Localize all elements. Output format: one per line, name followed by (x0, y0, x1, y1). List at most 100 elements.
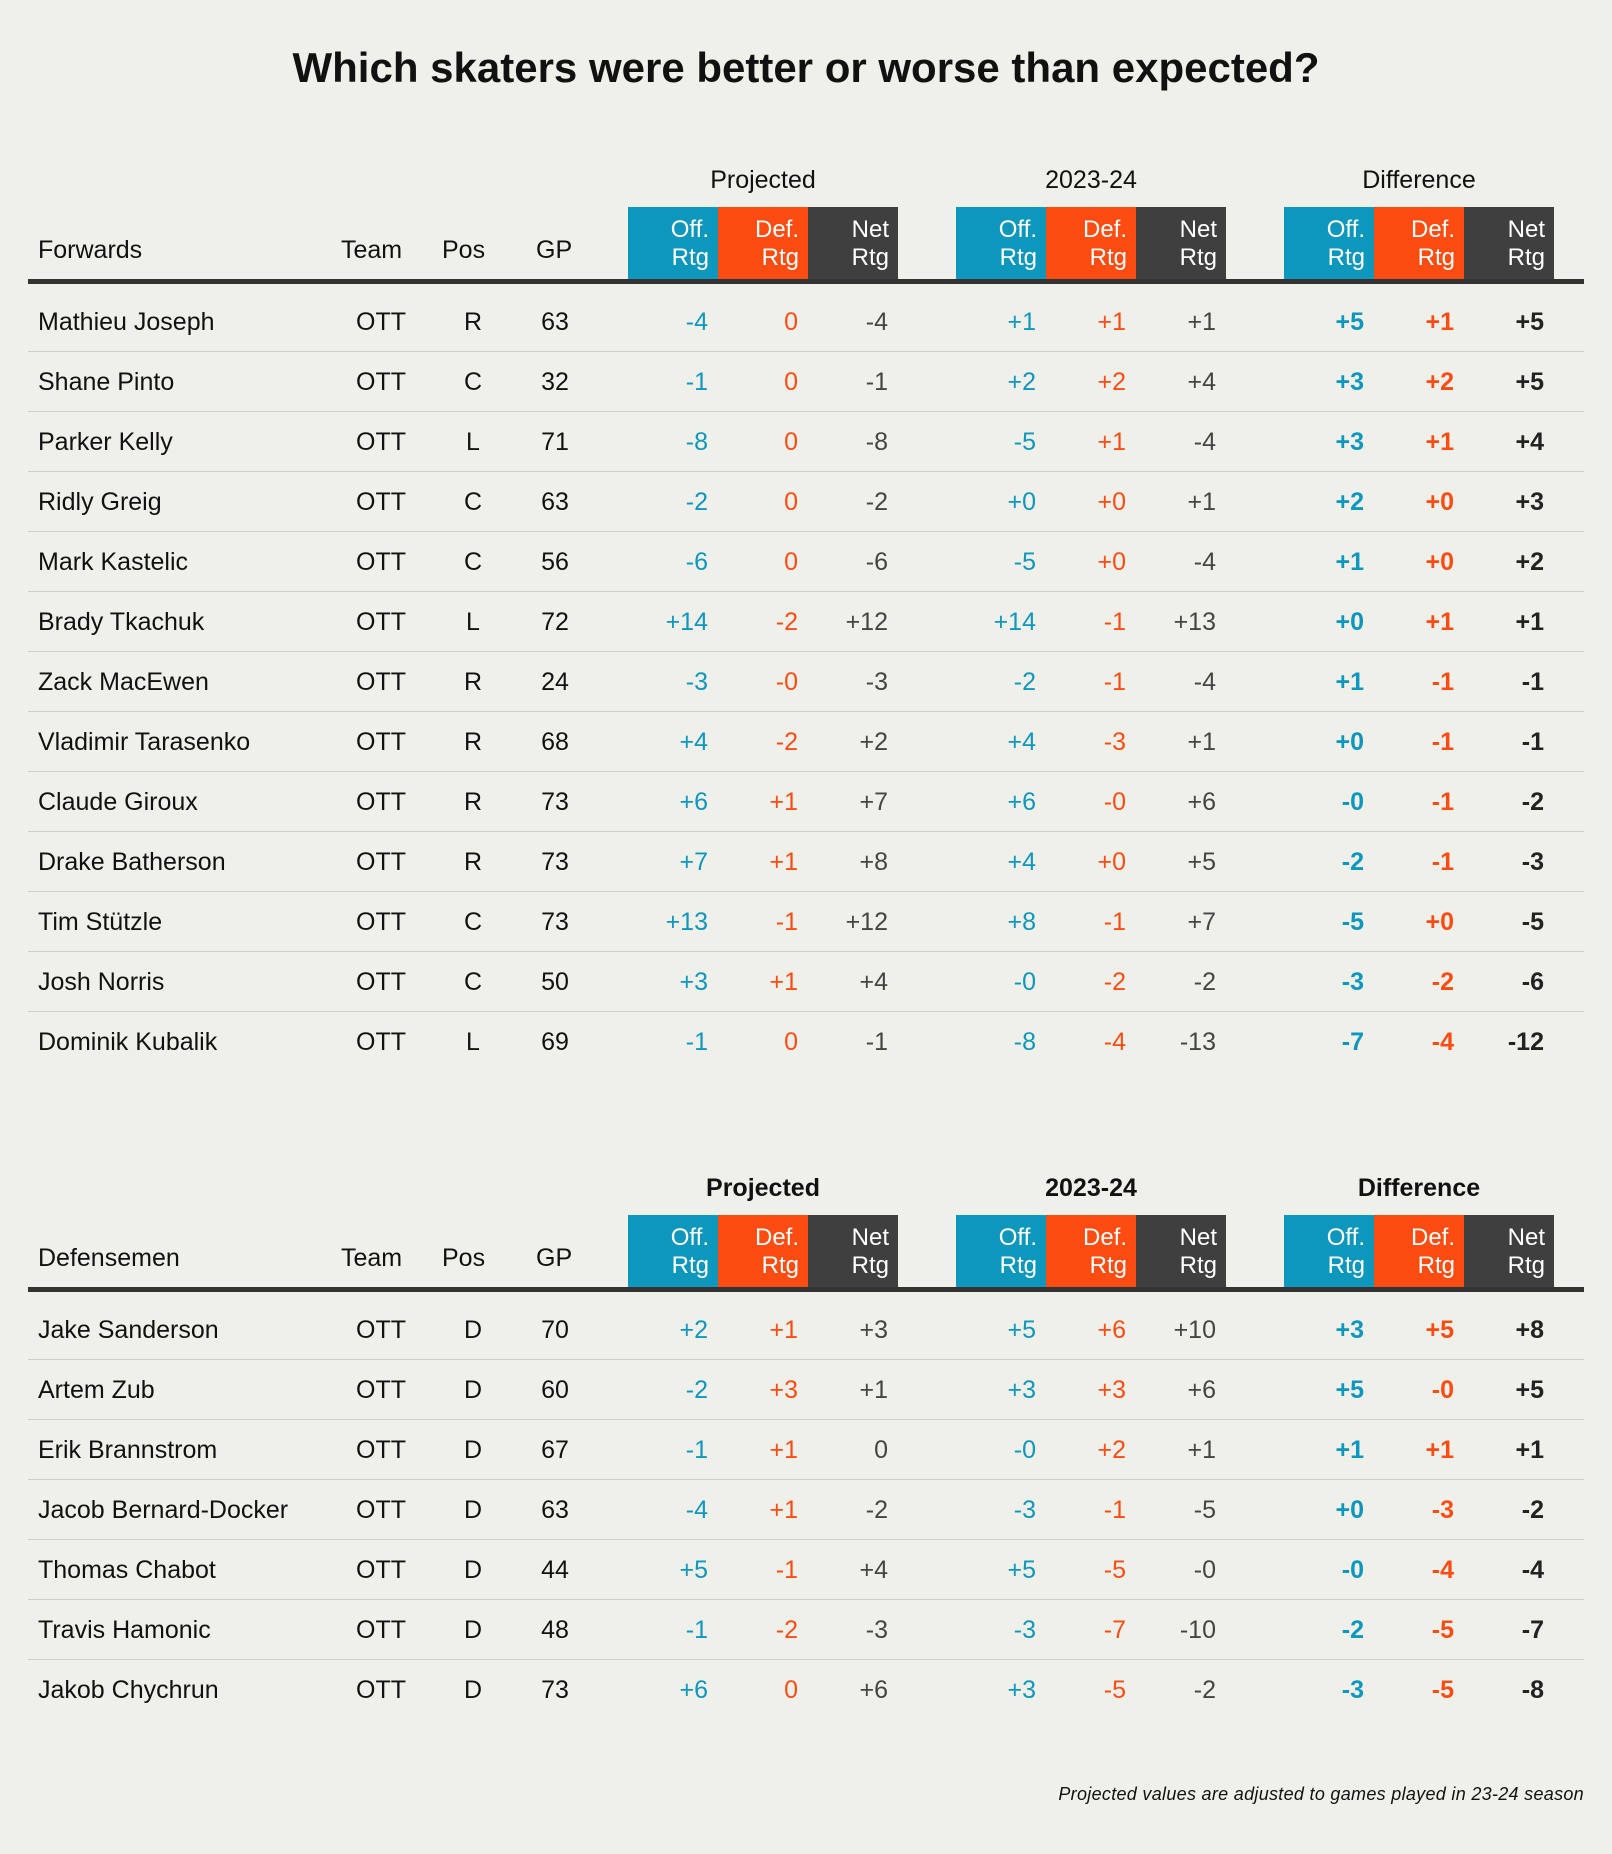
header-line: Net (1179, 216, 1217, 243)
header-line: Rtg (671, 244, 709, 271)
projected-off-rtg: +2 (679, 1316, 708, 1344)
projected-off-rtg: -1 (685, 368, 708, 396)
season-net-rtg: +4 (1187, 368, 1216, 396)
position: C (463, 908, 483, 936)
defensemen-table: Projected 2023-24 Difference Defensemen Team… (28, 1168, 1584, 1728)
header-line: Net (1179, 1224, 1217, 1251)
games-played: 48 (541, 1616, 569, 1644)
player-name: Ridly Greig (38, 488, 162, 516)
difference-off-rtg: +0 (1335, 608, 1364, 636)
season-def-rtg: +1 (1097, 428, 1126, 456)
projected-net-rtg: +6 (859, 1676, 888, 1704)
season-off-rtg: +0 (1007, 488, 1036, 516)
group-header-projected: Projected (710, 166, 816, 194)
season-def-rtg: +2 (1097, 1436, 1126, 1464)
header-line: Rtg (851, 244, 889, 271)
projected-def-rtg: +1 (769, 848, 798, 876)
header-pos: Pos (442, 236, 486, 264)
header-line: Rtg (999, 1252, 1037, 1279)
projected-off-rtg: +13 (665, 908, 708, 936)
projected-net-rtg: +2 (859, 728, 888, 756)
header-line: Def. (754, 216, 799, 243)
season-net-rtg: +5 (1187, 848, 1216, 876)
projected-off-rtg: +3 (679, 968, 708, 996)
projected-off-rtg: +4 (679, 728, 708, 756)
header-line: Def. (1410, 1224, 1455, 1251)
header-line: Rtg (761, 244, 799, 271)
season-off-rtg: -8 (1013, 1028, 1036, 1056)
difference-def-rtg: +0 (1425, 548, 1454, 576)
season-def-rtg: -3 (1103, 728, 1126, 756)
difference-def-rtg: +0 (1425, 488, 1454, 516)
projected-def-rtg: -2 (775, 1616, 798, 1644)
season-net-rtg: -10 (1179, 1616, 1216, 1644)
projected-off-rtg: +6 (679, 788, 708, 816)
player-name: Brady Tkachuk (38, 608, 205, 636)
header-difference-net-rtg: Net Rtg (1464, 1215, 1554, 1289)
games-played: 32 (541, 368, 569, 396)
projected-net-rtg: -1 (865, 368, 888, 396)
table-row: Mark Kastelic OTT C 56 -6 0 -6 -5 +0 -4 +1 +0 +2 (28, 532, 1584, 592)
projected-net-rtg: -3 (865, 1616, 888, 1644)
header-player: Forwards (38, 236, 143, 264)
header-projected-off-rtg: Off. Rtg (628, 207, 718, 281)
season-off-rtg: +5 (1007, 1316, 1036, 1344)
season-off-rtg: +6 (1007, 788, 1036, 816)
header-line: Rtg (1417, 244, 1455, 271)
games-played: 50 (541, 968, 569, 996)
header-line: Rtg (1327, 244, 1365, 271)
season-def-rtg: +0 (1097, 488, 1126, 516)
difference-def-rtg: -1 (1431, 788, 1454, 816)
header-line: Rtg (761, 1252, 799, 1279)
projected-off-rtg: -8 (685, 428, 708, 456)
season-def-rtg: +0 (1097, 848, 1126, 876)
difference-net-rtg: -3 (1521, 848, 1544, 876)
table-row: Zack MacEwen OTT R 24 -3 -0 -3 -2 -1 -4 +1 -1 -1 (28, 652, 1584, 712)
header-difference-def-rtg: Def. Rtg (1374, 207, 1464, 281)
projected-off-rtg: +7 (679, 848, 708, 876)
projected-off-rtg: -1 (685, 1616, 708, 1644)
projected-off-rtg: -4 (685, 1496, 708, 1524)
projected-def-rtg: +1 (769, 788, 798, 816)
difference-net-rtg: +4 (1515, 428, 1544, 456)
row-divider (28, 351, 1584, 352)
projected-net-rtg: +7 (859, 788, 888, 816)
season-off-rtg: +5 (1007, 1556, 1036, 1584)
season-net-rtg: +6 (1187, 1376, 1216, 1404)
header-difference-def-rtg: Def. Rtg (1374, 1215, 1464, 1289)
projected-off-rtg: -3 (685, 668, 708, 696)
season-def-rtg: -7 (1103, 1616, 1126, 1644)
difference-net-rtg: +8 (1515, 1316, 1544, 1344)
games-played: 69 (541, 1028, 569, 1056)
team: OTT (356, 1496, 406, 1524)
group-header-season: 2023-24 (1045, 166, 1137, 194)
table-row: Ridly Greig OTT C 63 -2 0 -2 +0 +0 +1 +2 +0 +3 (28, 472, 1584, 532)
season-off-rtg: +1 (1007, 308, 1036, 336)
header-season-net-rtg: Net Rtg (1136, 207, 1226, 281)
header-line: Rtg (671, 1252, 709, 1279)
difference-net-rtg: -2 (1521, 788, 1544, 816)
footnote: Projected values are adjusted to games p… (1058, 1784, 1584, 1804)
projected-net-rtg: -1 (865, 1028, 888, 1056)
table-row: Mathieu Joseph OTT R 63 -4 0 -4 +1 +1 +1 +5 +1 +5 (28, 292, 1584, 352)
difference-def-rtg: -1 (1431, 668, 1454, 696)
header-line: Rtg (1179, 244, 1217, 271)
projected-off-rtg: -1 (685, 1436, 708, 1464)
projected-net-rtg: +12 (845, 908, 888, 936)
difference-off-rtg: -2 (1341, 1616, 1364, 1644)
season-net-rtg: -4 (1193, 548, 1216, 576)
games-played: 44 (541, 1556, 569, 1584)
group-header-projected: Projected (706, 1174, 820, 1202)
position: D (463, 1496, 483, 1524)
team: OTT (356, 848, 406, 876)
difference-def-rtg: -4 (1431, 1028, 1454, 1056)
position: C (463, 548, 483, 576)
row-divider (28, 531, 1584, 532)
table-row: Travis Hamonic OTT D 48 -1 -2 -3 -3 -7 -10 -2 -5 -7 (28, 1600, 1584, 1660)
row-divider (28, 1011, 1584, 1012)
season-def-rtg: +3 (1097, 1376, 1126, 1404)
projected-net-rtg: -2 (865, 1496, 888, 1524)
position: D (463, 1316, 483, 1344)
projected-def-rtg: +1 (769, 968, 798, 996)
player-name: Mathieu Joseph (38, 308, 215, 336)
